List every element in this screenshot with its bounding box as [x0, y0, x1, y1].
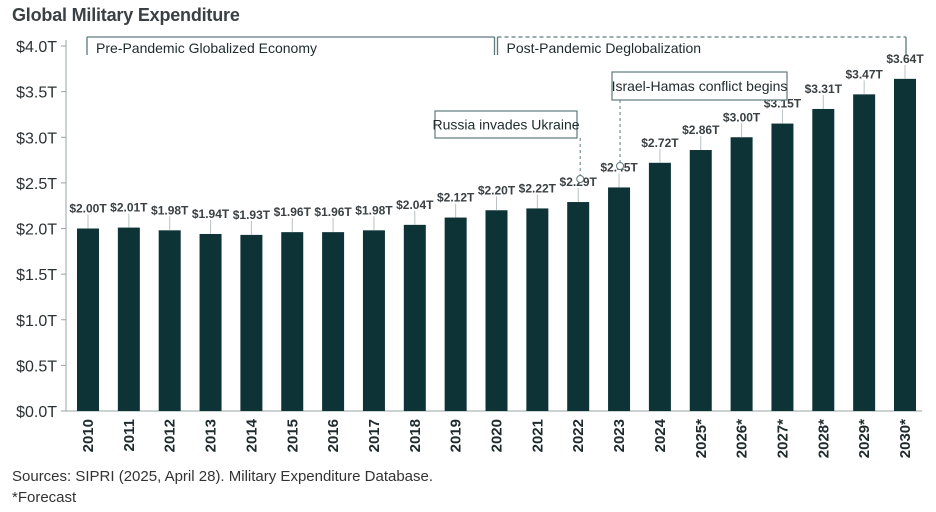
y-tick-label: $1.0T	[16, 313, 57, 330]
value-label: $1.96T	[314, 205, 352, 219]
x-tick-label: 2016	[325, 419, 342, 452]
bar	[240, 234, 263, 411]
bar	[730, 137, 753, 411]
bar	[77, 228, 99, 411]
source-note: Sources: SIPRI (2025, April 28). Militar…	[12, 468, 434, 485]
value-label: $2.20T	[478, 183, 516, 197]
x-tick-label: 2017	[366, 419, 383, 452]
x-tick-label: 2020	[489, 419, 506, 452]
bar	[444, 217, 467, 411]
value-label: $1.93T	[233, 208, 271, 222]
value-label: $3.00T	[723, 110, 761, 124]
annotation-marker	[576, 175, 585, 183]
value-label: $1.94T	[192, 207, 230, 221]
x-tick-label: 2024	[652, 418, 669, 452]
y-tick-label: $4.0T	[16, 39, 57, 56]
value-label: $3.64T	[886, 52, 924, 66]
x-tick-label: 2015	[284, 419, 301, 452]
bar	[199, 233, 222, 411]
bar	[812, 108, 835, 412]
y-tick-label: $2.0T	[16, 222, 57, 239]
bar	[567, 202, 590, 411]
bar	[894, 78, 916, 411]
value-label: $1.96T	[274, 205, 312, 219]
x-tick-label: 2018	[407, 419, 424, 452]
value-label: $3.47T	[845, 67, 883, 81]
x-tick-label: 2030*	[897, 419, 914, 458]
x-tick-label: 2021	[529, 419, 546, 452]
x-tick-label: 2022	[570, 419, 587, 452]
bar	[771, 123, 794, 411]
y-tick-label: $1.5T	[16, 267, 57, 284]
bar-chart: $0.0T $0.5T $1.0T $1.5T $2.0T $2.5T $3.0T $3.5T…	[16, 36, 924, 458]
bar	[485, 210, 508, 411]
bar	[526, 208, 549, 411]
x-tick-label: 2023	[611, 419, 628, 452]
bar	[403, 224, 426, 411]
bar	[648, 162, 671, 411]
annotation-box	[434, 110, 578, 139]
bar	[281, 232, 304, 411]
value-label: $2.01T	[110, 201, 148, 215]
x-tick-label: 2011	[121, 419, 138, 452]
bar	[322, 232, 345, 411]
bar	[158, 230, 181, 411]
x-tick-label: 2014	[243, 418, 260, 452]
annotation-marker	[616, 162, 625, 170]
value-label: $2.00T	[69, 202, 107, 216]
bar	[853, 94, 876, 412]
value-label: $1.98T	[355, 203, 393, 217]
value-label: $2.72T	[641, 136, 679, 150]
x-tick-label: 2026*	[734, 419, 751, 458]
period-label: Post-Pandemic Deglobalization	[507, 40, 702, 56]
x-tick-label: 2012	[162, 419, 179, 452]
x-tick-label: 2013	[203, 419, 220, 452]
annotation-text: Russia invades Ukraine	[432, 117, 579, 133]
bar	[608, 187, 631, 411]
bar	[117, 227, 140, 411]
bar	[362, 230, 385, 411]
forecast-note: *Forecast	[12, 489, 77, 506]
annotation-box	[611, 71, 788, 101]
y-tick-label: $2.5T	[16, 176, 57, 193]
x-tick-label: 2028*	[815, 419, 832, 458]
x-tick-label: 2025*	[693, 419, 710, 458]
chart-title: Global Military Expenditure	[12, 5, 240, 25]
value-label: $1.98T	[151, 203, 189, 217]
x-tick-label: 2019	[448, 419, 465, 452]
value-label: $3.31T	[805, 82, 843, 96]
x-tick-label: 2010	[80, 419, 97, 452]
y-tick-label: $3.0T	[16, 130, 57, 147]
y-tick-label: $3.5T	[16, 85, 57, 102]
bar	[689, 150, 712, 411]
value-label: $2.86T	[682, 123, 720, 137]
value-label: $2.22T	[519, 181, 557, 195]
y-tick-label: $0.5T	[16, 358, 57, 375]
y-tick-label: $0.0T	[16, 404, 57, 421]
x-tick-label: 2027*	[774, 419, 791, 458]
x-tick-label: 2029*	[856, 419, 873, 458]
value-label: $2.04T	[396, 198, 434, 212]
period-label: Pre-Pandemic Globalized Economy	[96, 40, 317, 56]
value-label: $2.12T	[437, 191, 475, 205]
annotation-text: Israel-Hamas conflict begins	[612, 78, 788, 94]
